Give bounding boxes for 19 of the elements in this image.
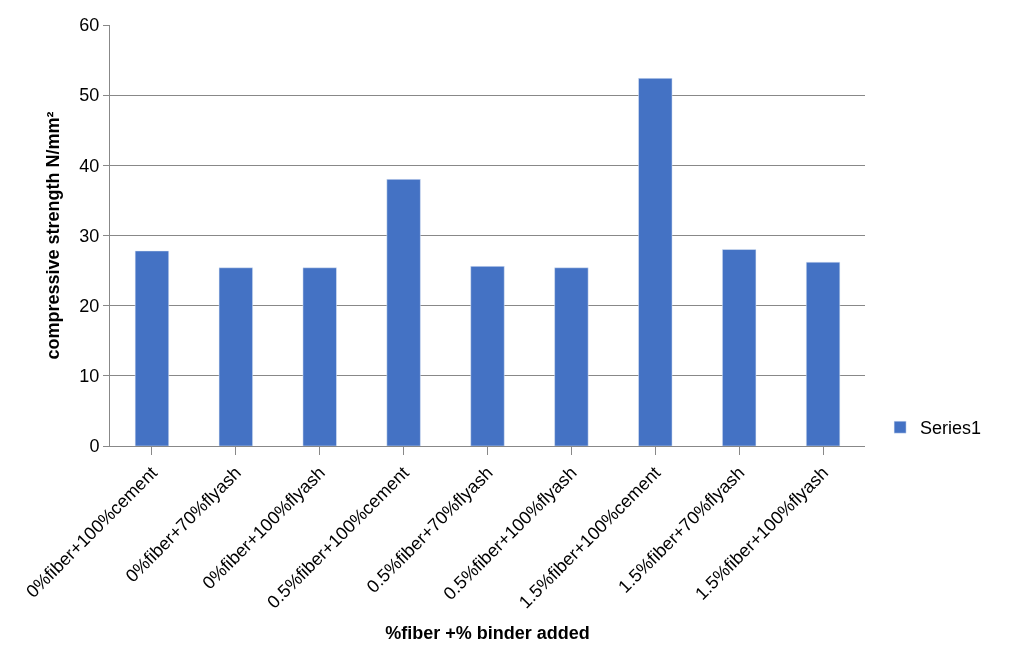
x-axis-title: %fiber +% binder added	[385, 623, 590, 644]
y-tick-label: 60	[79, 15, 100, 36]
bar	[638, 78, 673, 446]
bar	[134, 250, 169, 446]
bar	[722, 249, 757, 446]
bar	[470, 266, 505, 446]
legend-label: Series1	[920, 418, 982, 439]
y-tick-label: 10	[79, 366, 100, 387]
bar	[386, 179, 421, 446]
y-axis-title: compressive strength N/mm²	[42, 111, 63, 360]
y-tick-label: 50	[79, 85, 100, 106]
bar	[806, 261, 841, 446]
bar	[218, 267, 253, 446]
bar	[302, 267, 337, 446]
y-tick-label: 0	[89, 436, 100, 457]
y-tick-label: 30	[79, 225, 100, 246]
bar	[554, 267, 589, 446]
y-tick-label: 20	[79, 295, 100, 316]
y-tick-label: 40	[79, 155, 100, 176]
